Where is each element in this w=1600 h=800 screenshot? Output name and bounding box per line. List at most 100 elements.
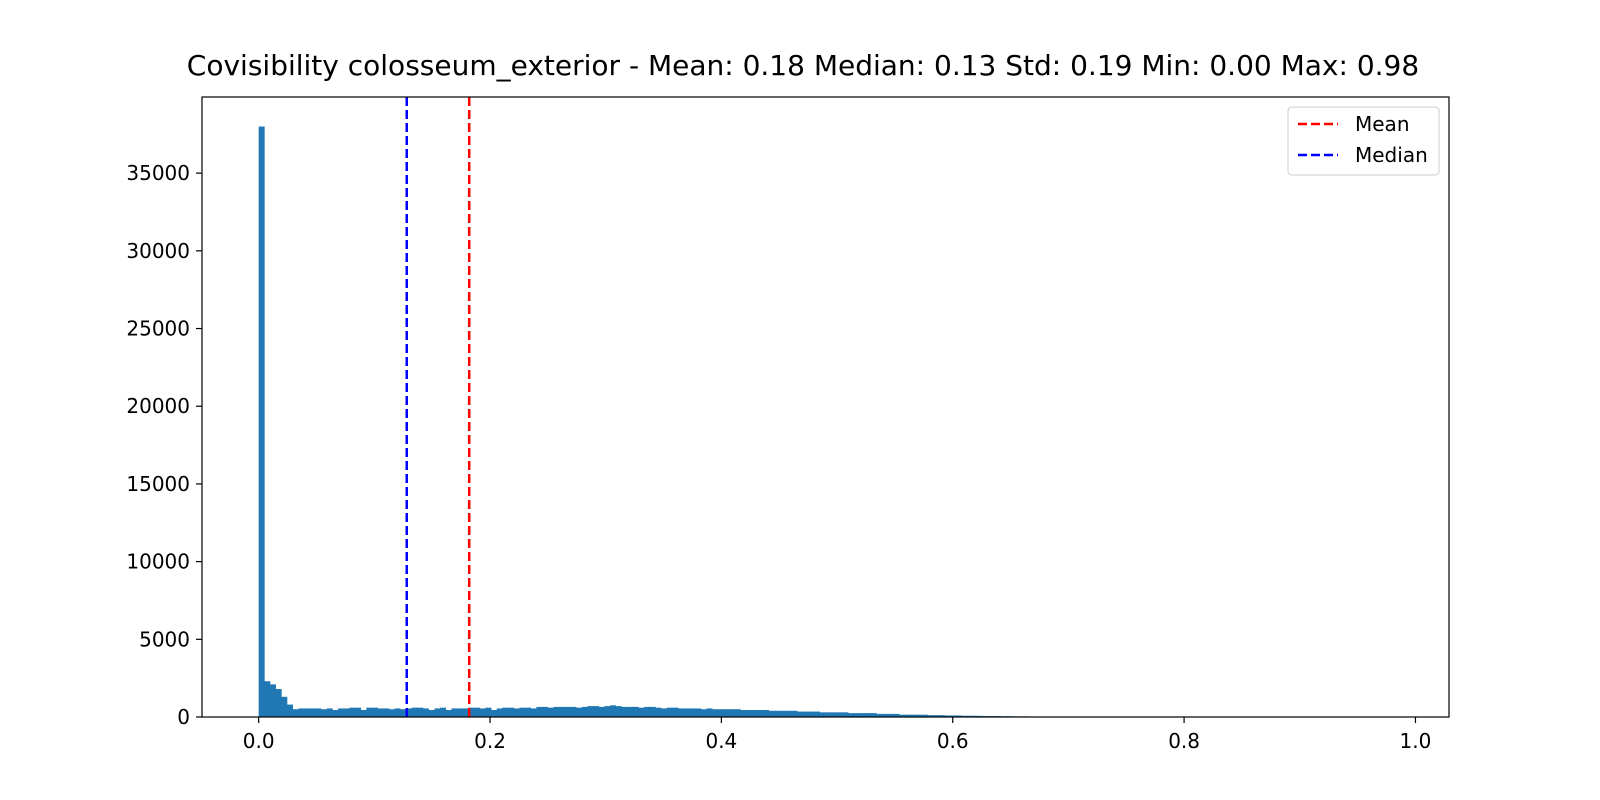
histogram-bar <box>751 710 758 717</box>
histogram-bar <box>904 714 911 717</box>
histogram-bar <box>797 711 804 717</box>
histogram-bar <box>513 708 520 717</box>
legend-label-median: Median <box>1355 143 1428 167</box>
x-tick-label: 1.0 <box>1400 729 1432 753</box>
histogram-bar <box>298 708 305 717</box>
histogram-bar <box>717 709 724 717</box>
histogram-bar <box>887 713 894 717</box>
histogram-bar <box>360 710 367 717</box>
histogram-bar <box>581 706 588 717</box>
y-tick-label: 15000 <box>126 472 190 496</box>
x-axis: 0.0 0.2 0.4 0.6 0.8 1.0 <box>243 717 1432 753</box>
histogram-bar <box>417 707 424 717</box>
histogram-bar <box>377 708 384 717</box>
histogram-bar <box>343 708 350 717</box>
histogram-bar <box>842 712 849 717</box>
histogram-bar <box>281 696 288 717</box>
histogram-bar <box>292 709 299 717</box>
histogram-bar <box>502 707 509 717</box>
reference-lines <box>405 97 471 717</box>
histogram-bar <box>967 715 974 717</box>
histogram-bar <box>791 710 798 717</box>
histogram-bars <box>258 126 1280 717</box>
histogram-bar <box>876 713 883 717</box>
histogram-bar <box>287 704 293 717</box>
y-tick-label: 20000 <box>126 394 190 418</box>
histogram-bar <box>587 706 594 717</box>
histogram-bar <box>270 684 276 717</box>
histogram-bar <box>814 711 821 717</box>
histogram-bar <box>666 707 673 717</box>
histogram-bar <box>491 710 498 717</box>
histogram-bar <box>479 708 486 717</box>
histogram-bar <box>542 706 549 717</box>
histogram-bar <box>700 709 707 717</box>
histogram-bar <box>440 707 447 717</box>
histogram-bar <box>372 707 379 717</box>
histogram-bar <box>519 707 526 717</box>
histogram-bar <box>848 713 855 717</box>
plot-area-frame <box>201 96 1450 718</box>
histogram-bar <box>326 708 333 717</box>
histogram-bar <box>910 714 917 717</box>
y-tick-label: 35000 <box>126 161 190 185</box>
histogram-bar <box>870 713 877 717</box>
legend-label-mean: Mean <box>1355 112 1410 136</box>
histogram-bar <box>264 681 271 717</box>
histogram-bar <box>304 708 310 717</box>
histogram-bar <box>423 708 430 717</box>
histogram-bar <box>961 715 968 717</box>
histogram-bar <box>332 710 339 717</box>
histogram-bar <box>785 710 792 717</box>
histogram-bar <box>559 706 566 717</box>
histogram-bar <box>525 707 532 717</box>
histogram-bar <box>746 710 753 717</box>
histogram-bar <box>564 706 571 717</box>
histogram-bar <box>734 709 741 717</box>
histogram-bar <box>627 706 634 717</box>
y-tick-label: 5000 <box>139 627 190 651</box>
histogram-bar <box>411 707 418 717</box>
histogram-bar <box>927 715 934 717</box>
histogram-bar <box>536 706 543 717</box>
histogram-bar <box>644 706 651 717</box>
histogram-bar <box>445 710 452 717</box>
y-tick-label: 30000 <box>126 239 190 263</box>
histogram-bar <box>457 708 464 717</box>
histogram-bar <box>275 689 282 717</box>
histogram-bar <box>474 707 481 717</box>
histogram-bar <box>394 708 401 717</box>
histogram-bar <box>661 708 668 717</box>
histogram-bar <box>649 706 656 717</box>
histogram-bar <box>706 708 713 717</box>
histogram-bar <box>349 707 356 717</box>
histogram-bar <box>916 714 923 717</box>
legend: Mean Median <box>1287 106 1440 176</box>
histogram-bar <box>530 708 537 717</box>
histogram-bar <box>831 712 838 717</box>
histogram-bar <box>723 709 730 717</box>
histogram-bar <box>938 715 945 717</box>
histogram-bar <box>695 708 702 717</box>
histogram-bar <box>604 706 611 717</box>
histogram-bar <box>899 714 906 717</box>
histogram-bar <box>462 708 469 717</box>
histogram-bar <box>740 710 747 717</box>
y-tick-label: 25000 <box>126 317 190 341</box>
histogram-bar <box>400 709 407 717</box>
histogram-bar <box>921 714 928 717</box>
y-axis: 0 5000 10000 15000 20000 25000 30000 35000 <box>126 161 202 729</box>
histogram-bar <box>355 707 362 717</box>
chart-title: Covisibility colosseum_exterior - Mean: … <box>187 49 1419 82</box>
histogram-bar <box>315 708 322 717</box>
histogram-bar <box>882 713 889 717</box>
x-tick-label: 0.8 <box>1168 729 1200 753</box>
histogram-bar <box>944 715 951 717</box>
histogram-bar <box>389 709 396 717</box>
histogram-bar <box>366 707 373 717</box>
histogram-bar <box>774 710 781 717</box>
histogram-bar <box>683 708 690 717</box>
x-tick-label: 0.2 <box>474 729 506 753</box>
histogram-bar <box>655 707 662 717</box>
